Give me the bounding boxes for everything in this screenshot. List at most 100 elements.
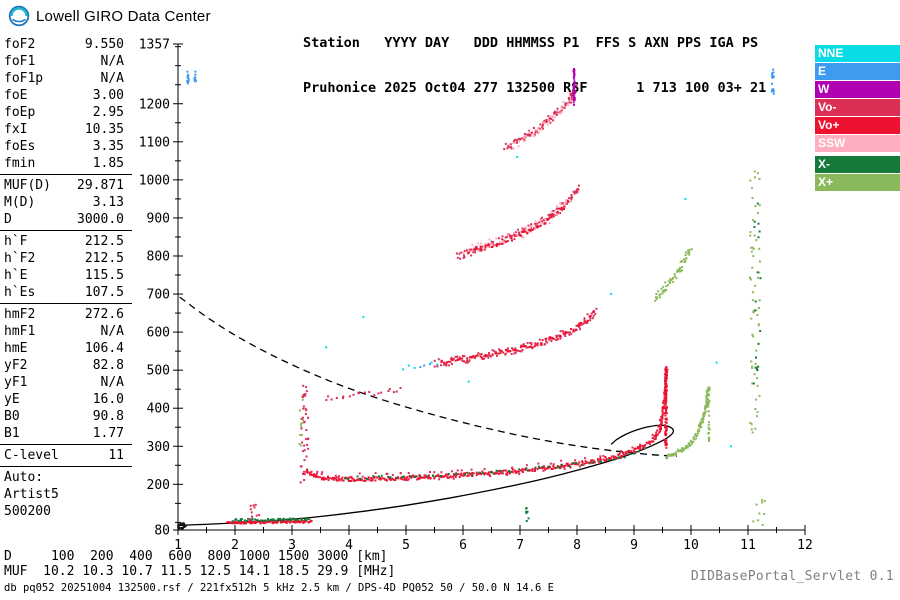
y-tick-label: 600	[147, 326, 170, 341]
x-tick-label: 1	[174, 538, 182, 553]
series-hop3-fringe-pink	[462, 199, 572, 255]
param-divider	[0, 174, 132, 175]
x-tick-label: 6	[459, 538, 467, 553]
series-x-trace-steep	[665, 386, 711, 460]
param-name: foF1	[4, 54, 36, 69]
series-f-spread-column-x	[298, 398, 304, 447]
station-header-line2: Pruhonice 2025 Oct04 277 132500 RSF 1 71…	[303, 80, 767, 96]
y-tick-label: 200	[147, 478, 170, 493]
param-row: C-level 11	[4, 447, 124, 464]
param-value: 3.35	[92, 139, 124, 154]
y-tick-label: 1200	[139, 97, 170, 112]
param-value: 212.5	[84, 251, 124, 266]
legend-item-w: W	[815, 81, 900, 98]
series-blue-mark-right	[771, 68, 775, 95]
x-tick-label: 5	[402, 538, 410, 553]
series-hop2-blue-dots	[419, 363, 439, 369]
series-x-interference-dark	[752, 202, 762, 385]
param-name: hmE	[4, 341, 28, 356]
series-x-interference-column	[748, 170, 761, 434]
param-value: N/A	[100, 71, 124, 86]
series-f-trace-o	[306, 366, 669, 482]
series-hop2-cyan-dots	[402, 361, 433, 371]
x-tick-label: 12	[797, 538, 813, 553]
y-tick-label: 300	[147, 440, 170, 455]
param-row: 500200	[4, 503, 124, 520]
series-w-vertical-line	[572, 68, 576, 106]
legend-label: W	[818, 82, 830, 96]
series-hop2-trace-red	[440, 310, 595, 364]
legend-label: X-	[818, 157, 830, 171]
param-name: Auto:	[4, 470, 44, 485]
y-tick-label: 800	[147, 249, 170, 264]
legend-label: X+	[818, 175, 834, 189]
param-name: yE	[4, 392, 20, 407]
param-name: D	[4, 212, 12, 227]
tick-labels: 8020030040050060070080090010001100120013…	[139, 38, 813, 554]
param-row: hmF2 272.6	[4, 306, 124, 323]
param-value: 11	[108, 448, 124, 463]
param-name: foEp	[4, 105, 36, 120]
series-baseline-mark	[177, 522, 187, 530]
param-divider	[0, 444, 132, 445]
param-divider	[0, 303, 132, 304]
param-value: 115.5	[84, 268, 124, 283]
footer-meta-line: db pq052 20251004 132500.rsf / 221fx512h…	[4, 582, 554, 594]
param-row: Artist5	[4, 486, 124, 503]
param-value: N/A	[100, 375, 124, 390]
param-row: fmin 1.85	[4, 155, 124, 172]
param-name: h`F	[4, 234, 28, 249]
param-row: foF2 9.550	[4, 36, 124, 53]
param-row: yF2 82.8	[4, 357, 124, 374]
legend-label: Vo+	[818, 118, 840, 132]
transmission-curve-dashed	[179, 296, 677, 457]
legend-label: Vo-	[818, 100, 837, 114]
y-tick-label: 1100	[139, 135, 170, 150]
footer-d-line: D 100 200 400 600 800 1000 1500 3000 [km…	[4, 549, 388, 564]
series-foF2-asymptote	[663, 366, 668, 449]
legend-item-ssw: SSW	[815, 135, 900, 152]
series-es-spread	[248, 503, 261, 521]
param-value: 1.77	[92, 426, 124, 441]
param-row: hmF1 N/A	[4, 323, 124, 340]
series-f-spread-column	[299, 384, 310, 484]
legend-item-vo: Vo-	[815, 99, 900, 116]
param-name: hmF2	[4, 307, 36, 322]
param-name: hmF1	[4, 324, 36, 339]
param-value: 3.13	[92, 195, 124, 210]
servlet-version-label: DIDBasePortal_Servlet 0.1	[690, 569, 894, 584]
series-mid-bottom-dots	[525, 507, 530, 522]
legend-item-x: X+	[815, 174, 900, 191]
param-value: 1.85	[92, 156, 124, 171]
series-hop3-trace-red	[467, 202, 568, 254]
param-row: M(D) 3.13	[4, 194, 124, 211]
param-name: C-level	[4, 448, 59, 463]
x-tick-label: 10	[683, 538, 699, 553]
param-row: foE 3.00	[4, 87, 124, 104]
param-name: B0	[4, 409, 20, 424]
param-name: B1	[4, 426, 20, 441]
param-row: D 3000.0	[4, 211, 124, 228]
legend-label: E	[818, 64, 827, 78]
y-tick-label: 80	[154, 524, 170, 539]
param-value: 3.00	[92, 88, 124, 103]
series-hop4-trace	[503, 84, 578, 151]
param-row: yF1 N/A	[4, 374, 124, 391]
footer-block: D 100 200 400 600 800 1000 1500 3000 [km…	[4, 549, 554, 594]
x-tick-label: 11	[740, 538, 756, 553]
param-divider	[0, 230, 132, 231]
param-value: N/A	[100, 324, 124, 339]
param-name: 500200	[4, 504, 51, 519]
echo-direction-legend: NNE E W Vo- Vo+ SSW X- X+	[815, 45, 900, 192]
param-value: 82.8	[92, 358, 124, 373]
param-value: 2.95	[92, 105, 124, 120]
ticks	[173, 43, 806, 535]
param-name: foE	[4, 88, 28, 103]
x-tick-label: 4	[345, 538, 353, 553]
param-name: yF1	[4, 375, 28, 390]
param-value: 272.6	[84, 307, 124, 322]
y-tick-label: 900	[147, 211, 170, 226]
param-row: foF1 N/A	[4, 53, 124, 70]
param-name: fxI	[4, 122, 28, 137]
